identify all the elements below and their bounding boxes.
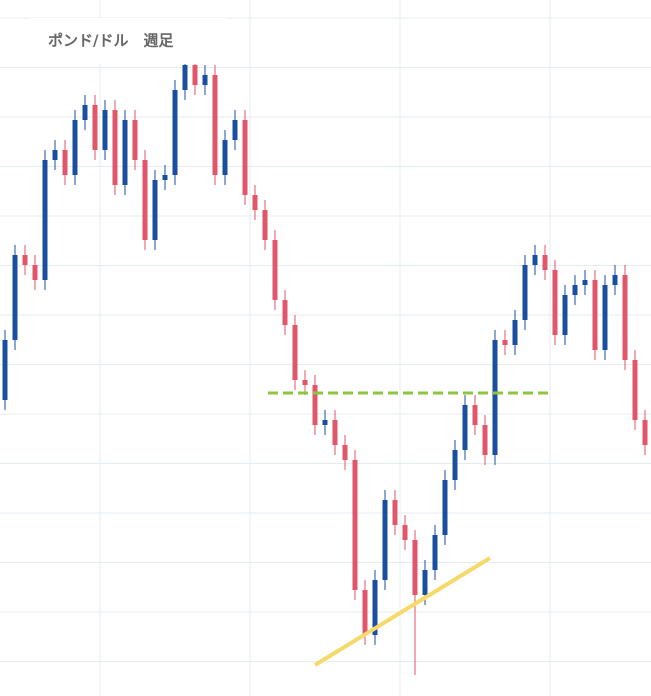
- candle-body: [542, 255, 548, 270]
- candle-body: [142, 160, 148, 240]
- title-box: [30, 18, 226, 64]
- trend-line: [313, 556, 492, 667]
- candle-body: [442, 480, 448, 535]
- chart-title: ポンド/ドル 週足: [48, 32, 174, 50]
- candle-body: [272, 240, 278, 300]
- candle-body: [2, 340, 8, 400]
- candle-body: [642, 420, 648, 445]
- candle-body: [22, 255, 28, 265]
- candle-body: [602, 285, 608, 350]
- candle-body: [172, 90, 178, 175]
- candle-body: [582, 280, 588, 285]
- candle-body: [242, 120, 248, 195]
- candle-body: [132, 120, 138, 160]
- candle-body: [152, 180, 158, 240]
- candle-body: [162, 175, 168, 180]
- candle-body: [392, 500, 398, 525]
- candle-body: [402, 525, 408, 540]
- candle-body: [492, 340, 498, 455]
- candle-body: [482, 425, 488, 455]
- candle-body: [432, 535, 438, 570]
- candles: [2, 55, 648, 675]
- candle-body: [562, 295, 568, 335]
- candle-body: [512, 320, 518, 345]
- candle-body: [352, 460, 358, 590]
- candle-body: [292, 325, 298, 380]
- candle-body: [12, 255, 18, 340]
- candle-body: [472, 405, 478, 425]
- candle-body: [342, 445, 348, 460]
- candle-body: [192, 65, 198, 85]
- candle-body: [252, 195, 258, 210]
- candle-body: [552, 270, 558, 335]
- candle-body: [212, 75, 218, 175]
- candle-body: [622, 275, 628, 360]
- candle-body: [412, 540, 418, 595]
- candle-body: [32, 265, 38, 280]
- candle-body: [592, 280, 598, 350]
- candle-body: [92, 105, 98, 150]
- candle-body: [62, 150, 68, 175]
- candle-body: [362, 590, 368, 635]
- candle-body: [52, 150, 58, 160]
- candle-body: [222, 140, 228, 175]
- candle-body: [632, 360, 638, 420]
- candle-body: [372, 580, 378, 635]
- candle-body: [462, 405, 468, 450]
- candle-body: [322, 420, 328, 425]
- candle-body: [72, 120, 78, 175]
- candle-body: [572, 285, 578, 295]
- candle-body: [612, 275, 618, 285]
- candle-body: [422, 570, 428, 595]
- candle-body: [282, 300, 288, 325]
- candle-body: [262, 210, 268, 240]
- candle-body: [82, 105, 88, 120]
- candle-body: [312, 385, 318, 425]
- candle-body: [502, 340, 508, 345]
- candle-body: [532, 255, 538, 265]
- candle-body: [182, 65, 188, 90]
- candle-body: [102, 110, 108, 150]
- candle-body: [452, 450, 458, 480]
- candle-body: [382, 500, 388, 580]
- candle-body: [522, 265, 528, 320]
- candle-body: [302, 380, 308, 385]
- candle-body: [232, 120, 238, 140]
- candle-body: [202, 75, 208, 85]
- candle-body: [122, 120, 128, 185]
- candle-body: [42, 160, 48, 280]
- candle-body: [112, 110, 118, 185]
- candle-body: [332, 420, 338, 445]
